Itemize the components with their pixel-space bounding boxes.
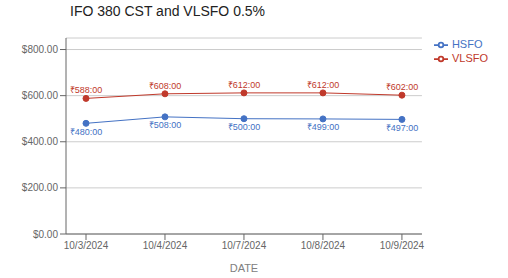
- svg-text:₹608:00: ₹608:00: [149, 81, 182, 91]
- svg-text:$800.00: $800.00: [22, 44, 59, 55]
- svg-text:10/8/2024: 10/8/2024: [301, 240, 346, 251]
- svg-text:10/4/2024: 10/4/2024: [143, 240, 188, 251]
- svg-text:$400.00: $400.00: [22, 136, 59, 147]
- svg-text:$200.00: $200.00: [22, 182, 59, 193]
- svg-text:₹588:00: ₹588:00: [70, 85, 103, 95]
- svg-text:₹480:00: ₹480:00: [70, 127, 103, 137]
- svg-text:₹499:00: ₹499:00: [307, 122, 340, 132]
- html-text:HSFO: HSFO: [451, 38, 483, 50]
- svg-text:10/7/2024: 10/7/2024: [222, 240, 267, 251]
- svg-text:10/9/2024: 10/9/2024: [380, 240, 425, 251]
- svg-text:$0.00: $0.00: [33, 229, 58, 240]
- svg-text:₹500:00: ₹500:00: [228, 122, 261, 132]
- svg-text:10/3/2024: 10/3/2024: [64, 240, 109, 251]
- svg-text:₹602:00: ₹602:00: [386, 82, 419, 92]
- html-text:VLSFO: VLSFO: [451, 52, 488, 65]
- html-text:IFO 380 CST and VLSFO 0.5%: IFO 380 CST and VLSFO 0.5%: [70, 3, 266, 19]
- svg-text:₹497:00: ₹497:00: [386, 123, 419, 133]
- svg-text:$600.00: $600.00: [22, 90, 59, 101]
- svg-text:₹508:00: ₹508:00: [149, 120, 182, 130]
- svg-text:₹612:00: ₹612:00: [228, 80, 261, 90]
- svg-text:DATE: DATE: [230, 262, 259, 274]
- svg-text:₹612:00: ₹612:00: [307, 80, 340, 90]
